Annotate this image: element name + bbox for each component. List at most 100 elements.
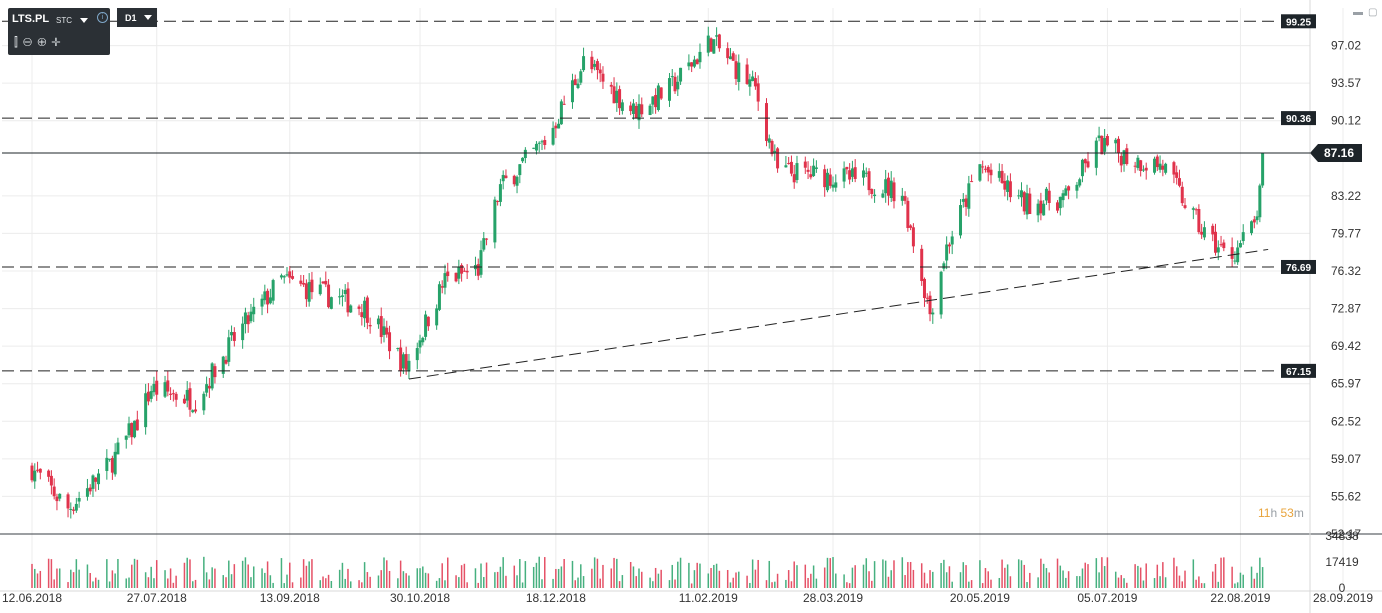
candle-body <box>1250 221 1254 234</box>
candle-body <box>1236 247 1240 263</box>
candle-body <box>426 316 430 327</box>
volume-bar <box>574 580 576 588</box>
volume-bar <box>383 557 385 588</box>
volume-bar <box>890 570 892 588</box>
candle-body <box>967 183 971 209</box>
volume-bar <box>926 583 928 588</box>
volume-bar <box>1253 578 1256 588</box>
candle-body <box>501 174 505 182</box>
volume-bar <box>50 559 53 588</box>
volume-bar <box>535 562 538 588</box>
volume-bar <box>690 583 693 588</box>
info-icon[interactable]: i <box>97 12 108 23</box>
volume-bar <box>865 558 868 588</box>
candle-body <box>1191 208 1195 210</box>
candle-body <box>562 103 566 105</box>
volume-bar <box>774 581 776 588</box>
candle-body <box>116 442 120 455</box>
candle-body <box>124 435 128 440</box>
symbol-label[interactable]: LTS.PL <box>12 13 50 25</box>
candle-body <box>756 83 760 102</box>
volume-bar <box>86 564 89 588</box>
candle-body <box>1105 136 1109 146</box>
candle-body <box>415 348 419 361</box>
volume-bar <box>266 561 269 588</box>
volume-bar <box>327 574 330 588</box>
volume-bar <box>70 569 72 588</box>
volume-bar <box>167 578 169 588</box>
volume-bar <box>302 559 305 588</box>
candle-body <box>1219 244 1223 246</box>
volume-bar <box>36 573 39 588</box>
volume-bar <box>1004 567 1006 588</box>
volume-bar <box>854 565 856 588</box>
date-tick-label: 28.09.2019 <box>1313 591 1373 605</box>
candle-body <box>709 38 713 52</box>
volume-bar <box>843 574 845 588</box>
candle-body <box>479 250 483 275</box>
symbol-dropdown-icon[interactable] <box>80 18 88 23</box>
minimize-icon[interactable]: ▬ <box>1353 7 1363 18</box>
volume-bar <box>757 559 759 588</box>
volume-bar <box>125 578 127 588</box>
volume-bar <box>1126 582 1128 588</box>
zoom-in-icon[interactable]: ⊕ <box>37 35 52 49</box>
volume-bar <box>732 577 734 588</box>
maximize-icon[interactable]: ▢ <box>1368 7 1378 18</box>
candle-body <box>144 393 148 428</box>
timeframe-selector[interactable]: D1 <box>117 8 157 27</box>
volume-bar <box>868 571 870 588</box>
candle-body <box>629 105 633 112</box>
candle-body <box>166 380 170 392</box>
volume-bar <box>851 567 854 588</box>
move-icon[interactable]: ✛ <box>51 35 66 49</box>
timeframe-label: D1 <box>125 13 137 23</box>
date-axis: 12.06.2018 27.07.2018 13.09.2018 30.10.2018… <box>2 591 1373 605</box>
candle-body <box>983 168 987 170</box>
volume-bar <box>424 572 427 588</box>
candle-body <box>715 35 719 37</box>
volume-bar <box>211 567 213 588</box>
candle-body <box>113 451 117 475</box>
candle-body <box>446 271 450 277</box>
candle-body <box>110 458 114 473</box>
volume-bar <box>94 577 97 588</box>
volume-bar <box>710 568 712 588</box>
candles-icon[interactable]: ⫿ <box>14 35 23 49</box>
candle-body <box>282 276 286 278</box>
volume-bar <box>1153 578 1156 588</box>
volume-bar <box>153 578 155 588</box>
candle-body <box>418 340 422 348</box>
volume-bar <box>402 571 405 588</box>
market-label[interactable]: STC <box>56 16 72 25</box>
candle-body <box>864 172 868 174</box>
candle-body <box>288 271 292 278</box>
candle-body <box>1116 138 1120 154</box>
candle-body <box>637 103 641 121</box>
candle-body <box>770 140 774 155</box>
candle-body <box>687 62 691 67</box>
volume-bar <box>660 569 662 588</box>
candle-body <box>845 166 849 170</box>
volume-bar <box>388 570 391 588</box>
volume-bar <box>474 568 477 588</box>
volume-bar <box>502 557 504 588</box>
candle-body <box>870 189 874 194</box>
candle-body <box>551 127 555 145</box>
level-label: 67.15 <box>1286 367 1311 378</box>
candle-body <box>1047 190 1051 203</box>
volume-bar <box>269 575 272 588</box>
zoom-out-icon[interactable]: ⊖ <box>22 35 38 49</box>
candle-body <box>462 270 466 272</box>
candle-body <box>1200 231 1204 235</box>
volume-bar <box>674 579 676 588</box>
candle-body <box>1119 155 1123 166</box>
candle-body <box>881 193 885 198</box>
volume-bar <box>599 578 601 588</box>
candle-body <box>903 196 907 201</box>
candle-body <box>945 244 949 261</box>
date-tick-label: 28.03.2019 <box>803 591 863 605</box>
candle-body <box>690 62 694 67</box>
candle-body <box>842 168 846 182</box>
